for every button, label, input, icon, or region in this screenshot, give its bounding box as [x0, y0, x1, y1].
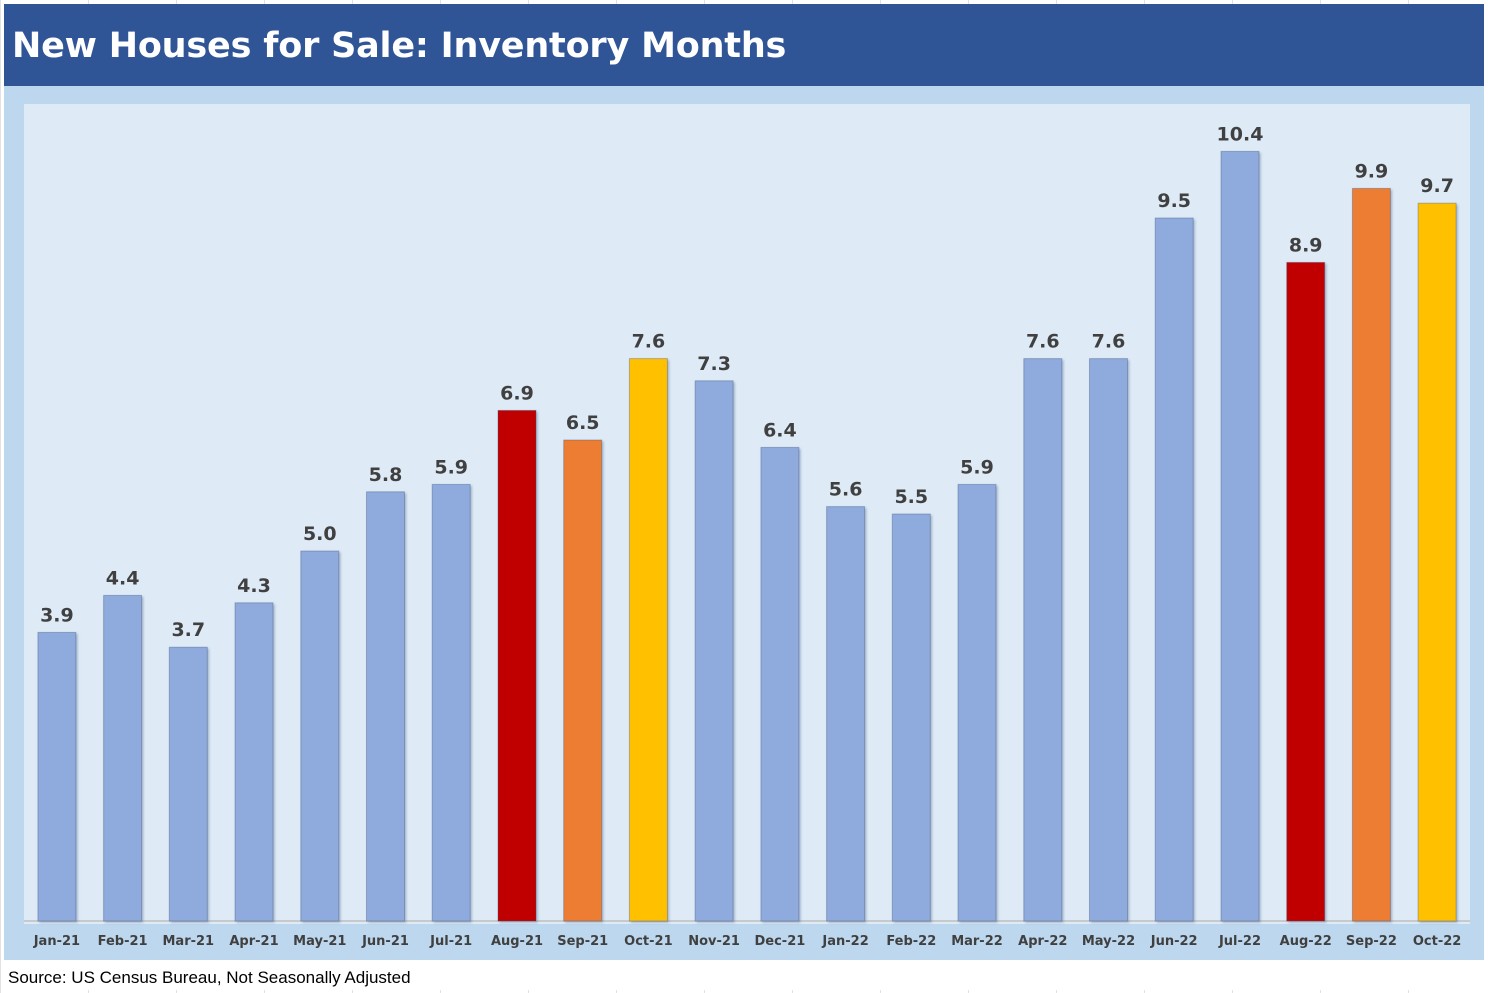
data-label-sep-22: 9.9 — [1355, 160, 1389, 182]
x-tick-label-apr-22: Apr-22 — [1018, 934, 1067, 949]
x-tick-label-aug-21: Aug-21 — [491, 934, 543, 949]
x-tick-label-jun-22: Jun-22 — [1150, 934, 1198, 949]
bar-feb-22 — [891, 513, 931, 922]
data-label-jun-22: 9.5 — [1157, 190, 1191, 212]
data-label-sep-21: 6.5 — [566, 412, 600, 434]
x-tick-label-may-21: May-21 — [293, 934, 346, 949]
x-tick-label-mar-22: Mar-22 — [951, 934, 1003, 949]
data-label-aug-21: 6.9 — [500, 382, 534, 404]
bar-dec-21 — [760, 446, 800, 922]
value-labels-layer: 3.9 4.4 3.7 4.3 5.0 5.8 5.9 6.9 6.5 7.6 7.3 6.4 5.6 5… — [40, 123, 1454, 641]
source-note: Source: US Census Bureau, Not Seasonally… — [8, 968, 411, 987]
bar-jan-22 — [826, 506, 866, 922]
category-labels-layer: Jan-21 Feb-21 Mar-21 Apr-21 May-21 Jun-21 Jul-… — [33, 934, 1462, 949]
x-tick-label-feb-21: Feb-21 — [98, 934, 148, 949]
x-tick-label-sep-21: Sep-21 — [557, 934, 608, 949]
data-label-jul-22: 10.4 — [1217, 123, 1264, 145]
bar-nov-21 — [694, 380, 734, 922]
x-tick-label-dec-21: Dec-21 — [754, 934, 805, 949]
x-tick-label-jul-21: Jul-21 — [429, 934, 472, 949]
data-label-nov-21: 7.3 — [697, 353, 731, 375]
bar-may-22 — [1089, 358, 1128, 922]
data-label-apr-22: 7.6 — [1026, 331, 1060, 353]
x-tick-label-jan-22: Jan-22 — [821, 934, 868, 949]
data-label-feb-21: 4.4 — [106, 567, 140, 589]
x-tick-label-jul-22: Jul-22 — [1218, 934, 1261, 949]
x-tick-label-aug-22: Aug-22 — [1280, 934, 1332, 949]
x-tick-label-oct-21: Oct-21 — [624, 934, 672, 949]
x-tick-label-sep-22: Sep-22 — [1346, 934, 1397, 949]
bar-aug-21 — [497, 409, 537, 922]
data-label-may-21: 5.0 — [303, 523, 337, 545]
data-label-mar-21: 3.7 — [171, 619, 205, 641]
bar-sep-21 — [563, 439, 603, 922]
bar-apr-22 — [1023, 358, 1063, 922]
x-tick-label-jun-21: Jun-21 — [361, 934, 409, 949]
data-label-jun-21: 5.8 — [369, 464, 403, 486]
bar-jul-21 — [431, 483, 471, 922]
bar-mar-21 — [168, 646, 208, 922]
x-tick-label-jan-21: Jan-21 — [33, 934, 80, 949]
bar-sep-22 — [1351, 187, 1391, 922]
data-label-dec-21: 6.4 — [763, 419, 797, 441]
data-label-mar-22: 5.9 — [960, 456, 994, 478]
data-label-may-22: 7.6 — [1092, 331, 1126, 353]
title-bar: New Houses for Sale: Inventory Months — [4, 4, 1484, 86]
bar-mar-22 — [957, 483, 997, 922]
data-label-apr-21: 4.3 — [237, 575, 271, 597]
data-label-oct-21: 7.6 — [632, 331, 666, 353]
bar-apr-21 — [234, 602, 274, 922]
data-label-jan-22: 5.6 — [829, 479, 863, 501]
bars-layer — [37, 150, 1457, 922]
source-bar: Source: US Census Bureau, Not Seasonally… — [4, 960, 1484, 990]
bar-oct-21 — [628, 358, 668, 922]
x-tick-label-mar-21: Mar-21 — [162, 934, 214, 949]
bar-jun-21 — [366, 491, 405, 922]
data-label-feb-22: 5.5 — [894, 486, 928, 508]
bar-jan-21 — [37, 631, 77, 922]
bar-aug-22 — [1286, 261, 1326, 922]
x-tick-label-may-22: May-22 — [1082, 934, 1135, 949]
x-tick-label-feb-22: Feb-22 — [886, 934, 936, 949]
bar-jul-22 — [1220, 150, 1260, 922]
data-label-jul-21: 5.9 — [434, 456, 468, 478]
bar-jun-22 — [1154, 217, 1194, 922]
data-label-aug-22: 8.9 — [1289, 234, 1323, 256]
bar-oct-22 — [1417, 202, 1457, 922]
data-label-jan-21: 3.9 — [40, 604, 74, 626]
x-tick-label-apr-21: Apr-21 — [229, 934, 278, 949]
data-label-oct-22: 9.7 — [1420, 175, 1454, 197]
x-tick-label-oct-22: Oct-22 — [1413, 934, 1461, 949]
chart-title: New Houses for Sale: Inventory Months — [12, 26, 787, 66]
x-tick-label-nov-21: Nov-21 — [688, 934, 740, 949]
bar-may-21 — [300, 550, 340, 922]
bar-feb-21 — [103, 594, 143, 922]
